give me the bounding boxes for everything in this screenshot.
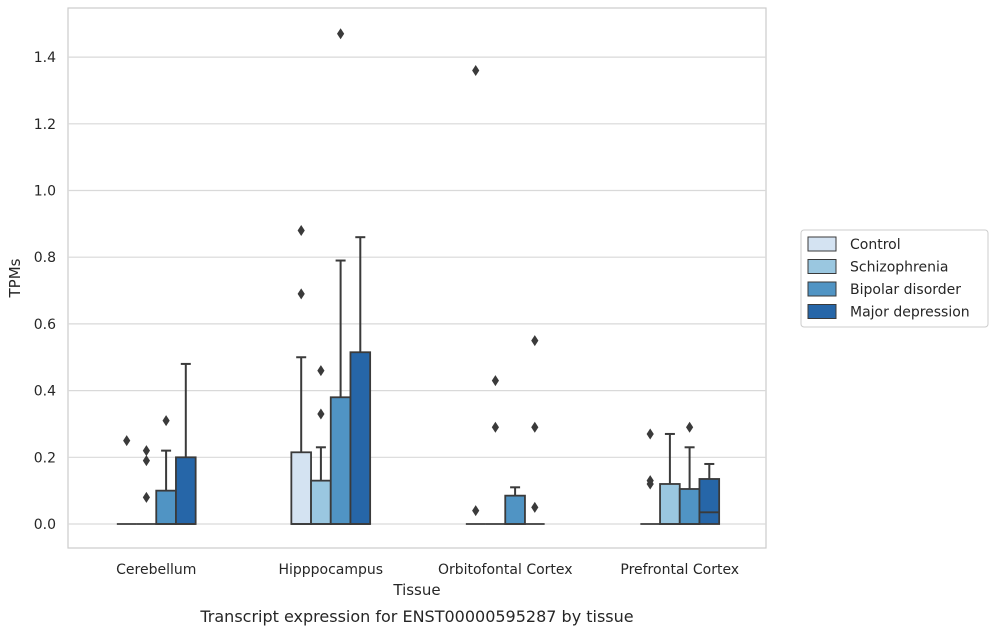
outlier-point [646,428,654,440]
box-0-3 [175,362,197,525]
box-1-2 [329,28,352,525]
legend-label: Schizophrenia [850,260,948,276]
outlier-point [491,375,499,387]
y-tick-label: 0.4 [34,384,56,400]
outlier-point [142,491,150,503]
y-axis-title: TPMs [6,258,24,298]
box [310,479,332,525]
outlier-point [142,455,150,467]
box-2-1 [485,375,506,525]
box [698,478,721,525]
outlier-point [162,415,170,427]
outlier-point [317,408,325,420]
legend-label: Control [850,237,901,253]
box [155,489,177,525]
legend-swatch [807,281,837,297]
y-tick-label: 0.0 [34,517,56,533]
legend-swatch [807,236,837,252]
y-tick-labels: 0.0 0.2 0.4 0.6 0.8 1.0 1.2 1.4 [34,50,56,533]
outlier-point [317,365,325,377]
x-tick-labels: Cerebellum Hipppocampus Orbitofontal Corte… [116,562,739,578]
figure-caption: Transcript expression for ENST0000059528… [199,607,633,626]
box-1-3 [349,236,372,525]
outlier-point [646,475,654,487]
box-3-1 [659,432,681,525]
y-tick-label: 0.6 [34,317,56,333]
outlier-point [142,445,150,457]
y-tick-label: 1.4 [34,50,56,66]
outlier-point [472,64,480,76]
box [504,494,526,525]
box-3-3 [698,462,721,525]
x-axis-title: Tissue [392,581,440,599]
outlier-point [531,501,539,513]
outlier-point [472,505,480,517]
outlier-point [491,421,499,433]
outlier-point [686,421,694,433]
outlier-point [531,335,539,347]
box-1-1 [310,365,332,525]
x-tick-label: Cerebellum [116,562,196,578]
legend-label: Bipolar disorder [850,282,961,298]
box-series [116,28,721,525]
plot-area-frame [67,7,767,549]
box-2-3 [524,335,545,525]
box-0-1 [136,445,157,525]
y-tick-label: 1.0 [34,184,56,200]
outlier-point [123,435,131,447]
outlier-point [297,225,305,237]
x-tick-label: Hipppocampus [278,562,383,578]
legend-frame [800,229,989,328]
box-0-2 [155,415,177,525]
box-3-0 [640,428,661,525]
box [290,451,312,525]
box [349,351,372,525]
box-2-2 [504,486,526,525]
box [678,488,701,525]
outlier-point [337,28,345,40]
outlier-point [531,421,539,433]
legend-label: Major depression [850,305,970,321]
outlier-point [297,288,305,300]
y-tick-label: 0.2 [34,450,56,466]
legend: Control Schizophrenia Bipolar disorder Majo… [800,229,989,328]
y-tick-label: 0.8 [34,250,56,266]
x-tick-label: Prefrontal Cortex [620,562,739,578]
box-0-0 [116,435,137,525]
box-2-0 [465,64,486,525]
box [659,483,681,525]
legend-swatch [807,259,837,274]
box [175,456,197,525]
x-tick-label: Orbitofontal Cortex [438,562,573,578]
box [329,396,352,525]
legend-swatch [807,304,837,319]
y-tick-label: 1.2 [34,117,56,133]
